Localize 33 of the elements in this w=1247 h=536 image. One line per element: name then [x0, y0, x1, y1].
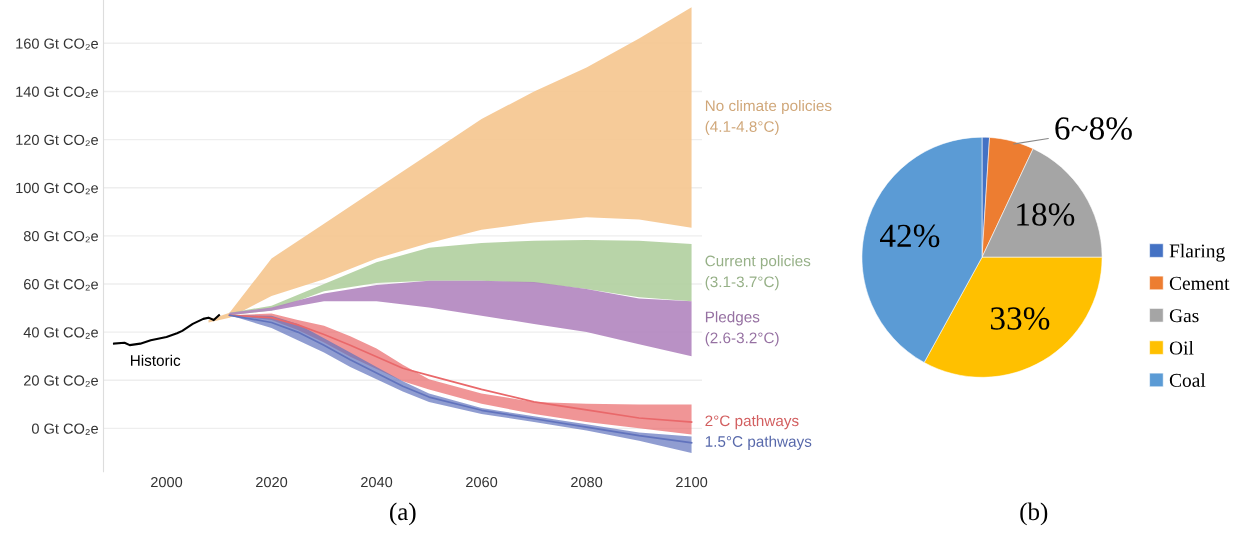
legend-label: Oil — [1169, 340, 1194, 355]
data-label: 6~8% — [1055, 117, 1132, 140]
y-tick-label: 140 Gt CO₂e — [16, 86, 98, 98]
x-tick-label: 2020 — [256, 476, 288, 488]
text: (b) — [1020, 502, 1048, 526]
legend-label: Gas — [1169, 309, 1199, 323]
y-tick-label: 100 Gt CO₂e — [16, 182, 98, 195]
y-tick-label: 60 Gt CO₂e — [24, 279, 98, 291]
data-label: 33% — [990, 307, 1050, 330]
y-tick-label: 80 Gt CO₂e — [23, 230, 98, 243]
y-tick-label: 40 Gt CO₂e — [23, 327, 98, 339]
legend-label: Coal — [1169, 373, 1206, 387]
y-tick-label: 0 Gt CO₂e — [31, 423, 98, 435]
legend-label: Current policies (3.1-3.7°C) — [705, 255, 811, 291]
series-label: 1.5°C pathways — [705, 435, 812, 450]
legend-label: Cement — [1169, 276, 1230, 290]
x-tick-label: 2000 — [151, 476, 183, 488]
data-label: 42% — [880, 224, 940, 248]
x-tick-label: 2060 — [466, 476, 498, 488]
data-label: 18% — [1017, 203, 1075, 226]
legend-label: No climate policies (4.1-4.8°C) — [705, 99, 832, 135]
x-tick-label: 2100 — [676, 476, 708, 488]
text: (a) — [390, 502, 416, 526]
line-series — [112, 314, 221, 347]
x-tick-label: 2080 — [571, 476, 603, 488]
series-label: Historic — [131, 354, 181, 366]
legend-label: Pledges (2.6-3.2°C) — [705, 311, 779, 347]
series-label: 2°C pathways — [705, 414, 799, 430]
legend-label: Flaring — [1169, 243, 1225, 262]
y-tick-label: 160 Gt CO₂e — [16, 38, 98, 50]
y-tick-label: 20 Gt CO₂e — [24, 375, 98, 387]
x-tick-label: 2040 — [361, 476, 393, 488]
y-tick-label: 120 Gt CO₂e — [16, 134, 98, 147]
